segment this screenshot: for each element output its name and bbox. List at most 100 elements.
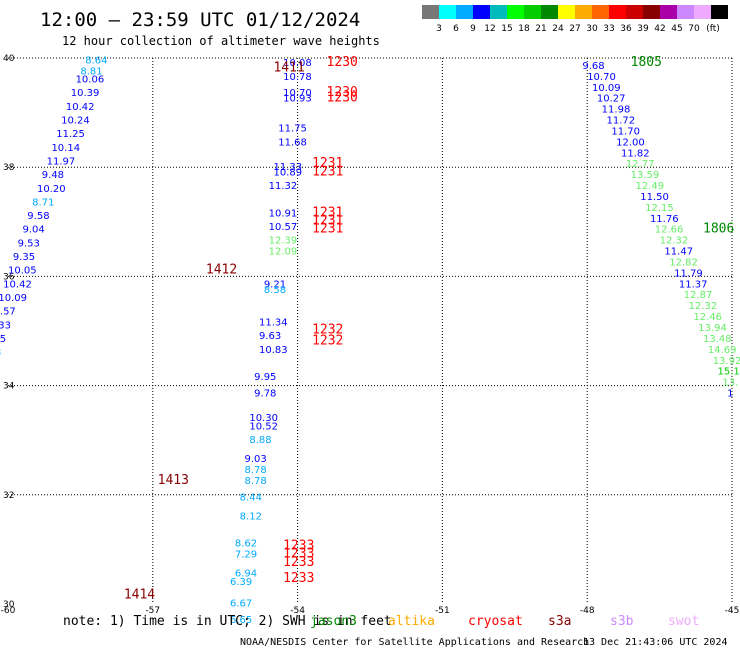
pass-time-label: 1230 <box>327 55 358 70</box>
wave-height-value: 12.46 <box>693 312 722 323</box>
x-tick-label: -57 <box>145 606 160 616</box>
wave-height-value: 12.00 <box>616 137 645 148</box>
wave-height-value: 15.1 <box>718 367 740 378</box>
wave-height-value: 9.03 <box>245 454 267 465</box>
wave-height-value: 11.37 <box>679 279 708 290</box>
colorbar-swatch <box>711 5 728 19</box>
y-tick-label: 34 <box>3 382 15 392</box>
legend-jason3: jason3 <box>310 614 357 629</box>
legend-altika: altika <box>388 614 435 629</box>
wave-height-value: 12.32 <box>660 236 689 247</box>
wave-height-value: 10.09 <box>0 293 27 304</box>
plot-grid <box>8 57 733 604</box>
wave-height-value: 11.72 <box>607 116 636 127</box>
colorbar-label: 18 <box>518 24 530 34</box>
colorbar-label: 6 <box>453 24 459 34</box>
agency-credit: NOAA/NESDIS Center for Satellite Applica… <box>240 637 589 648</box>
colorbar: 3 6 9 12 15 18 21 24 27 30 33 36 39 42 45 70 (ft) <box>422 5 728 34</box>
wave-height-value: 8.88 <box>249 435 271 446</box>
pass-time-label: 1230 <box>327 85 358 100</box>
data-points: 8.648.8110.0610.3910.4210.2411.2510.1411… <box>0 55 740 626</box>
footnote: note: 1) Time is in UTC; 2) SWH is in fe… <box>63 614 392 629</box>
colorbar-swatch <box>694 5 711 19</box>
wave-height-value: 11.76 <box>650 214 679 225</box>
colorbar-label: 15 <box>501 24 512 34</box>
wave-height-value: 10.30 <box>249 413 278 424</box>
wave-height-value: 9.78 <box>254 389 276 400</box>
pass-time-label: 1231 <box>312 156 343 171</box>
legend-s3b: s3b <box>610 614 634 629</box>
pass-time-label: 1231 <box>312 164 343 179</box>
colorbar-label: 12 <box>484 24 495 34</box>
wave-height-value: 9.48 <box>42 170 64 181</box>
wave-height-value: 13.92 <box>713 356 740 367</box>
colorbar-label: 21 <box>535 24 546 34</box>
wave-height-value: 12.66 <box>655 225 684 236</box>
pass-time-label: 1231 <box>312 205 343 220</box>
wave-height-value: 9.53 <box>18 238 40 249</box>
wave-height-value: 10.08 <box>283 58 312 69</box>
colorbar-label: 33 <box>603 24 614 34</box>
pass-time-label: 1805 <box>631 55 662 70</box>
colorbar-swatch <box>473 5 490 19</box>
wave-height-value: 9.57 <box>0 307 16 318</box>
axis-ticks: -60 -57 -54 -51 -48 -45 30 32 34 36 38 40 <box>1 54 740 616</box>
wave-height-value: 10.09 <box>592 83 621 94</box>
colorbar-label: 45 <box>671 24 682 34</box>
wave-height-value: 9.95 <box>254 372 276 383</box>
wave-height-value: 10.70 <box>587 72 616 83</box>
wave-height-value: 10.57 <box>269 222 298 233</box>
pass-time-label: 1233 <box>283 538 314 553</box>
wave-height-value: 10.05 <box>8 266 37 277</box>
pass-time-label: 1233 <box>283 555 314 570</box>
colorbar-label: 27 <box>569 24 580 34</box>
wave-height-value: 9.58 <box>27 211 49 222</box>
wave-height-value: 8.44 <box>240 492 262 503</box>
wave-height-value: 9.04 <box>22 225 44 236</box>
satellite-legend: jason3 altika cryosat s3a s3b swot <box>310 614 699 629</box>
wave-height-value: 14.69 <box>708 345 737 356</box>
wave-height-value: 11.68 <box>278 137 307 148</box>
wave-height-value: 8.64 <box>85 55 107 66</box>
x-tick-label: -54 <box>290 606 305 616</box>
wave-height-value: 11.70 <box>611 126 640 137</box>
colorbar-label: 3 <box>436 24 442 34</box>
wave-height-value: 11.97 <box>47 156 76 167</box>
wave-height-value: 10.93 <box>283 94 312 105</box>
colorbar-swatch <box>507 5 524 19</box>
wave-height-value: 13.94 <box>698 323 727 334</box>
pass-time-label: 1233 <box>283 547 314 562</box>
wave-height-value: 9.21 <box>264 279 286 290</box>
wave-height-value: 11.50 <box>640 192 669 203</box>
wave-height-value: 7.29 <box>235 550 257 561</box>
colorbar-swatch <box>490 5 507 19</box>
wave-height-value: 10.06 <box>76 75 105 86</box>
pass-time-label: 1413 <box>158 473 189 488</box>
colorbar-swatch <box>541 5 558 19</box>
wave-height-value: 6.39 <box>230 577 252 588</box>
wave-height-value: 10.20 <box>37 184 66 195</box>
wave-height-value: 6.65 <box>230 615 252 626</box>
wave-height-value: 10.70 <box>283 88 312 99</box>
wave-height-value: 9.68 <box>582 61 604 72</box>
pass-time-label: 1232 <box>312 334 343 349</box>
pass-labels: 1411 123012301230123112311231123112311412… <box>124 55 735 602</box>
wave-height-value: 11.47 <box>664 247 693 258</box>
wave-height-value: 12.87 <box>684 290 713 301</box>
wave-height-value: 10.78 <box>283 72 312 83</box>
wave-height-value: 11.25 <box>56 129 85 140</box>
wave-height-value: 10.27 <box>597 94 626 105</box>
wave-height-value: 10.24 <box>61 116 90 127</box>
colorbar-swatch <box>439 5 456 19</box>
wave-height-value: 10.39 <box>71 88 100 99</box>
x-tick-label: -48 <box>580 606 595 616</box>
colorbar-swatch <box>558 5 575 19</box>
legend-s3a: s3a <box>548 614 571 629</box>
legend-cryosat: cryosat <box>468 614 523 629</box>
wave-height-value: 8.71 <box>32 197 54 208</box>
chart-subtitle: 12 hour collection of altimeter wave hei… <box>62 34 380 48</box>
wave-height-value: 12.82 <box>669 257 698 268</box>
colorbar-swatch <box>422 5 439 19</box>
wave-height-value: 8.12 <box>240 511 262 522</box>
